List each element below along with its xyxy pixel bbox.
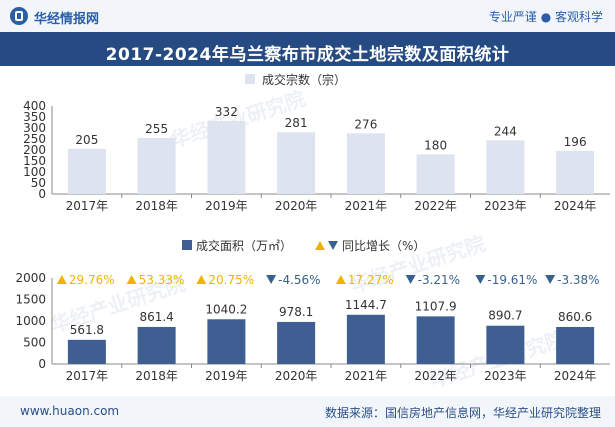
growth-label: 53.33% xyxy=(139,273,185,287)
y-tick-label: 200 xyxy=(23,143,46,157)
x-tick-label: 2017年 xyxy=(66,199,109,213)
area-value-label: 1107.9 xyxy=(415,299,457,313)
y-tick-label: 2000 xyxy=(15,271,46,285)
count-bar xyxy=(416,154,455,194)
area-value-label: 561.8 xyxy=(70,323,104,337)
x-tick-label: 2020年 xyxy=(275,199,318,213)
count-value-label: 276 xyxy=(354,117,377,131)
growth-label: -3.21% xyxy=(418,273,460,287)
growth-up-icon xyxy=(196,275,207,284)
y-tick-label: 50 xyxy=(31,176,46,190)
slogan: 专业严谨 ● 客观科学 xyxy=(488,10,603,24)
x-tick-label: 2019年 xyxy=(205,199,248,213)
footer: www.huaon.com 数据来源：国信房地产信息网，华经产业研究院整理 xyxy=(0,396,615,427)
count-bar xyxy=(486,140,525,194)
y-tick-label: 100 xyxy=(23,165,46,179)
legend-down-triangle xyxy=(328,241,338,250)
x-tick-label: 2022年 xyxy=(414,199,457,213)
area-value-label: 860.6 xyxy=(558,310,592,324)
growth-label: -4.56% xyxy=(278,273,320,287)
legend-area-label: 成交面积（万㎡） xyxy=(196,238,292,253)
brand-name: 华经情报网 xyxy=(34,12,100,27)
growth-label: 17.27% xyxy=(348,273,394,287)
area-bar xyxy=(346,314,385,364)
area-bar xyxy=(137,326,176,364)
area-value-label: 1040.2 xyxy=(205,302,247,316)
count-value-label: 255 xyxy=(145,122,168,136)
area-bar xyxy=(486,325,525,364)
count-value-label: 196 xyxy=(564,135,587,149)
growth-down-icon xyxy=(266,275,277,284)
y-tick-label: 150 xyxy=(23,154,46,168)
area-value-label: 890.7 xyxy=(488,309,522,323)
count-value-label: 180 xyxy=(424,138,447,152)
growth-down-icon xyxy=(405,275,416,284)
area-bar xyxy=(277,321,316,364)
growth-label: 29.76% xyxy=(69,273,115,287)
area-bar xyxy=(556,326,595,364)
x-tick-label: 2021年 xyxy=(345,369,388,383)
count-bar xyxy=(207,120,246,194)
x-tick-label: 2023年 xyxy=(484,369,527,383)
logo-icon xyxy=(10,7,28,25)
legend-up-triangle xyxy=(315,241,325,250)
y-tick-label: 400 xyxy=(23,99,46,113)
legend-area-swatch xyxy=(182,240,192,250)
growth-up-icon xyxy=(335,275,346,284)
area-value-label: 978.1 xyxy=(279,305,313,319)
x-tick-label: 2018年 xyxy=(135,369,178,383)
chart-area: 华经产业研究院华经产业研究院华经产业研究院华经产业研究院成交宗数（宗）05010… xyxy=(15,72,610,392)
x-tick-label: 2019年 xyxy=(205,369,248,383)
y-tick-label: 500 xyxy=(23,336,46,350)
y-tick-label: 250 xyxy=(23,132,46,146)
area-bar xyxy=(67,339,106,364)
area-value-label: 861.4 xyxy=(139,310,173,324)
chart-title: 2017-2024年乌兰察布市成交土地宗数及面积统计 xyxy=(105,45,510,65)
x-tick-label: 2022年 xyxy=(414,369,457,383)
x-tick-label: 2024年 xyxy=(554,369,597,383)
x-tick-label: 2018年 xyxy=(135,199,178,213)
count-bar xyxy=(67,148,106,194)
count-value-label: 281 xyxy=(285,116,308,130)
count-bar xyxy=(277,132,316,194)
x-tick-label: 2024年 xyxy=(554,199,597,213)
y-tick-label: 350 xyxy=(23,110,46,124)
y-tick-label: 0 xyxy=(38,187,46,201)
growth-label: -3.38% xyxy=(557,273,599,287)
x-tick-label: 2020年 xyxy=(275,369,318,383)
count-value-label: 205 xyxy=(75,133,98,147)
growth-up-icon xyxy=(126,275,137,284)
count-value-label: 332 xyxy=(215,105,238,119)
growth-down-icon xyxy=(545,275,556,284)
growth-down-icon xyxy=(475,275,486,284)
y-tick-label: 1500 xyxy=(15,293,46,307)
data-source: 数据来源：国信房地产信息网，华经产业研究院整理 xyxy=(324,406,601,420)
title-bar: 2017-2024年乌兰察布市成交土地宗数及面积统计 xyxy=(0,32,615,66)
area-value-label: 1144.7 xyxy=(345,298,387,312)
x-tick-label: 2017年 xyxy=(66,369,109,383)
growth-label: -19.61% xyxy=(487,273,537,287)
y-tick-label: 1000 xyxy=(15,314,46,328)
y-tick-label: 0 xyxy=(38,357,46,371)
legend-count-swatch xyxy=(245,74,255,84)
top-bar: 华经情报网 专业严谨 ● 客观科学 xyxy=(0,0,615,32)
x-tick-label: 2023年 xyxy=(484,199,527,213)
x-tick-label: 2021年 xyxy=(345,199,388,213)
count-bar xyxy=(556,150,595,194)
count-bar xyxy=(346,133,385,194)
legend-count-label: 成交宗数（宗） xyxy=(262,72,346,87)
growth-label: 20.75% xyxy=(208,273,254,287)
count-bar xyxy=(137,137,176,194)
area-bar xyxy=(416,316,455,364)
legend-growth-label: 同比增长（%） xyxy=(342,239,425,253)
growth-up-icon xyxy=(56,275,67,284)
count-value-label: 244 xyxy=(494,124,517,138)
area-bar xyxy=(207,319,246,364)
website: www.huaon.com xyxy=(20,404,120,418)
y-tick-label: 300 xyxy=(23,121,46,135)
